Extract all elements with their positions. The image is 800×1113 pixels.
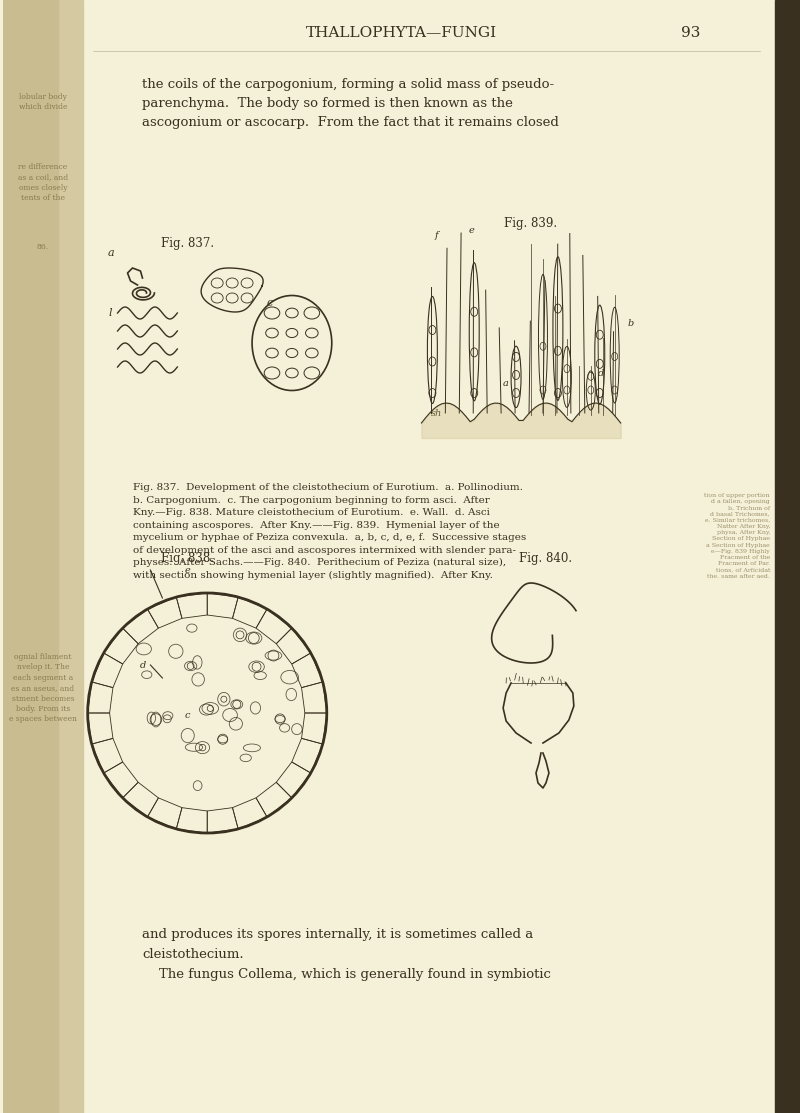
Text: Fig. 838.: Fig. 838. <box>161 552 214 564</box>
Text: and produces its spores internally, it is sometimes called a
cleistothecium.
   : and produces its spores internally, it i… <box>142 928 551 981</box>
Text: Fig. 839.: Fig. 839. <box>505 217 558 229</box>
Text: ognial filament
nvelop it. The
each segment a
es an aseus, and
stment becomes
bo: ognial filament nvelop it. The each segm… <box>9 653 77 723</box>
Text: Fig. 837.: Fig. 837. <box>161 236 214 249</box>
Text: c: c <box>185 711 190 720</box>
Text: f: f <box>434 230 438 239</box>
Text: l: l <box>109 308 112 318</box>
Text: the coils of the carpogonium, forming a solid mass of pseudo-
parenchyma.  The b: the coils of the carpogonium, forming a … <box>142 78 559 129</box>
Text: sh: sh <box>430 408 442 417</box>
Bar <box>3 0 58 1113</box>
Bar <box>775 0 800 1113</box>
Text: d: d <box>598 368 604 377</box>
Text: c: c <box>267 298 273 308</box>
Text: d: d <box>139 660 146 670</box>
Text: b: b <box>627 318 634 327</box>
Text: a: a <box>503 378 509 387</box>
Text: a: a <box>107 248 114 258</box>
Text: e: e <box>468 226 474 235</box>
Text: THALLOPHYTA—FUNGI: THALLOPHYTA—FUNGI <box>306 26 497 40</box>
Text: Fig. 840.: Fig. 840. <box>519 552 573 564</box>
Text: tion of upper portion
d a fallen, opening
b, Trichum of
d basal Trichomes,
e. Si: tion of upper portion d a fallen, openin… <box>705 493 770 579</box>
Text: e: e <box>185 565 190 574</box>
Text: 93: 93 <box>681 26 700 40</box>
Text: re difference
as a coil, and
omes closely
tents of the: re difference as a coil, and omes closel… <box>18 162 68 203</box>
Text: 86.: 86. <box>37 243 49 252</box>
Text: Fig. 837.  Development of the cleistothecium of Eurotium.  a. Pollinodium.
b. Ca: Fig. 837. Development of the cleistothec… <box>133 483 526 580</box>
Text: lobular body
which divide: lobular body which divide <box>18 93 67 111</box>
Bar <box>3 0 82 1113</box>
